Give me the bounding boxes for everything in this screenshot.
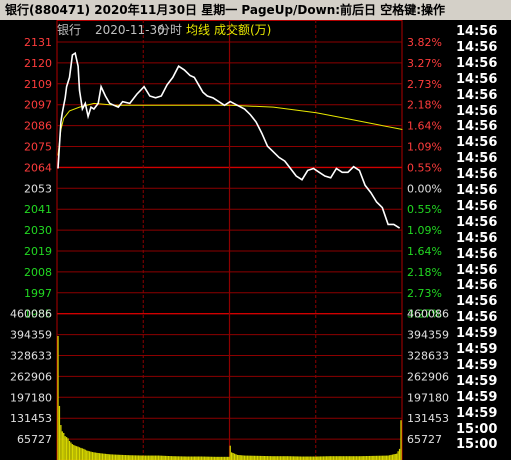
pct-tick-label: 1.09% (407, 141, 442, 154)
price-tick-label: 2064 (24, 161, 52, 174)
chart-header-name: 银行 (57, 23, 81, 37)
time-tick: 14:56 (456, 310, 498, 326)
time-tick: 14:56 (456, 294, 498, 310)
time-column: 14:56 14:56 14:56 14:56 14:56 14:56 14:56 14:56… (450, 20, 511, 460)
volume-tick-label: 65727 (407, 433, 442, 446)
average-line (57, 102, 403, 156)
pct-tick-label: 2.18% (407, 99, 442, 112)
volume-tick-label: 262906 (407, 370, 449, 383)
price-tick-label: 2030 (24, 224, 52, 237)
volume-tick-label: 197180 (10, 391, 52, 404)
volume-tick-label: 328633 (10, 350, 52, 363)
volume-tick-label: 262906 (10, 370, 52, 383)
pct-tick-label: 2.73% (407, 287, 442, 300)
time-tick: 15:00 (456, 421, 498, 437)
time-tick: 14:56 (456, 214, 498, 230)
price-tick-label: 1997 (24, 287, 52, 300)
price-tick-label: 1985 (24, 308, 52, 321)
time-tick: 14:56 (456, 87, 498, 103)
price-tick-label: 2041 (24, 203, 52, 216)
axis-ticks: 2131 2120 2109 2097 2086 2075 2064 2053 2041 2030… (10, 36, 449, 446)
price-tick-label: 2053 (24, 182, 52, 195)
pct-tick-label: 3.27% (407, 308, 442, 321)
price-tick-label: 2008 (24, 266, 52, 279)
pct-tick-label: 3.82% (407, 36, 442, 49)
intraday-chart: 2131 2120 2109 2097 2086 2075 2064 2053 2041 2030… (10, 20, 449, 460)
price-tick-label: 2097 (24, 99, 52, 112)
chart-header-date: 2020-11-30 (95, 23, 165, 37)
time-tick: 14:56 (456, 24, 498, 39)
time-tick: 14:56 (456, 167, 498, 183)
time-tick: 14:59 (456, 357, 498, 373)
volume-tick-label: 328633 (407, 350, 449, 363)
time-tick: 14:56 (456, 103, 498, 119)
volume-tick-label: 460086 (407, 308, 449, 321)
volume-tick-label: 394359 (10, 329, 52, 342)
time-tick: 14:59 (456, 405, 498, 421)
time-tick: 14:56 (456, 183, 498, 198)
time-tick: 14:56 (456, 135, 498, 151)
time-tick: 14:56 (456, 278, 498, 294)
pct-tick-label: 0.55% (407, 203, 442, 216)
time-tick: 14:59 (456, 389, 498, 405)
time-tick: 14:56 (456, 55, 498, 71)
time-tick: 14:56 (456, 71, 498, 87)
time-tick: 14:59 (456, 326, 498, 342)
volume-tick-label: 131453 (407, 412, 449, 425)
volume-tick-label: 131453 (10, 412, 52, 425)
pct-tick-label: 2.18% (407, 266, 442, 279)
time-tick: 14:56 (456, 262, 498, 278)
time-tick: 14:59 (456, 342, 498, 357)
chart-header-vol: 成交额(万) (214, 22, 271, 37)
time-tick: 14:56 (456, 151, 498, 167)
time-tick: 14:56 (456, 230, 498, 246)
time-tick: 14:56 (456, 119, 498, 135)
chart-header-avg: 均线 (186, 23, 210, 37)
price-tick-label: 2131 (24, 36, 52, 49)
pct-tick-label: 0.00% (407, 182, 442, 195)
time-tick: 15:00 (456, 437, 498, 453)
pct-tick-label: 1.09% (407, 224, 442, 237)
volume-tick-label: 65727 (17, 433, 52, 446)
time-tick: 14:59 (456, 373, 498, 389)
chart-grid (56, 20, 403, 460)
volume-tick-label: 197180 (407, 391, 449, 404)
price-lines (57, 51, 403, 229)
time-tick: 14:56 (456, 39, 498, 55)
price-line (57, 51, 401, 229)
price-tick-label: 2019 (24, 245, 52, 258)
price-tick-label: 2075 (24, 141, 52, 154)
pct-tick-label: 2.73% (407, 78, 442, 91)
pct-tick-label: 1.64% (407, 120, 442, 133)
volume-tick-label: 394359 (407, 329, 449, 342)
chart-header-view: 分时 (158, 23, 182, 37)
title-bar: 银行(880471) 2020年11月30日 星期一 PageUp/Down:前… (0, 0, 511, 20)
pct-tick-label: 3.27% (407, 57, 442, 70)
time-tick: 14:56 (456, 198, 498, 214)
volume-bars (57, 335, 402, 460)
pct-tick-label: 0.55% (407, 161, 442, 174)
pct-tick-label: 1.64% (407, 245, 442, 258)
price-tick-label: 2109 (24, 78, 52, 91)
price-tick-label: 2120 (24, 57, 52, 70)
time-tick: 14:56 (456, 246, 498, 262)
volume-tick-label: 460086 (10, 308, 52, 321)
price-tick-label: 2086 (24, 120, 52, 133)
